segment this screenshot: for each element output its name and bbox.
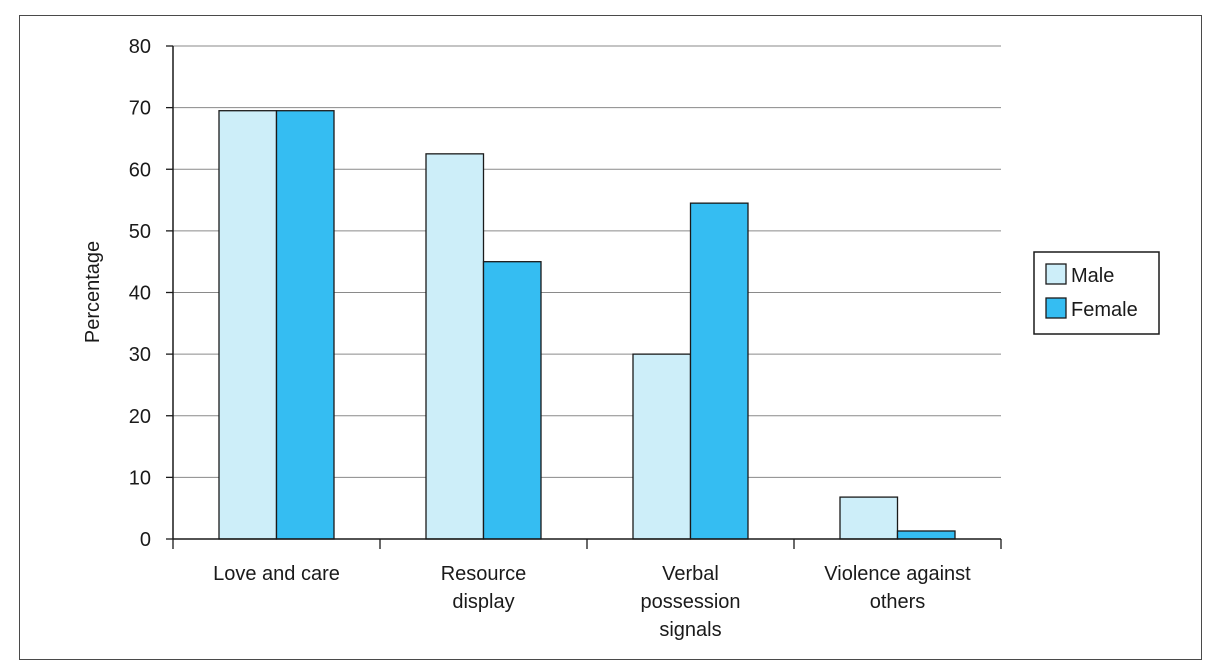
axes <box>166 45 1002 549</box>
x-category-label: Love and care <box>213 563 340 585</box>
y-tick-labels: 0 10 20 30 40 50 60 70 80 <box>129 36 151 551</box>
bar-male-0 <box>218 110 278 540</box>
x-category-label: signals <box>659 619 721 641</box>
y-tick-label: 70 <box>129 98 151 120</box>
legend-label-male: Male <box>1071 265 1114 287</box>
bars <box>218 110 956 540</box>
x-category-label: Violence against <box>824 563 971 585</box>
y-tick-label: 50 <box>129 221 151 243</box>
x-category-label: Verbal <box>662 563 719 585</box>
bar-male-1 <box>425 153 485 540</box>
bar-female-2 <box>689 202 749 540</box>
legend-swatch-female <box>1045 297 1067 319</box>
y-tick-label: 0 <box>140 529 151 551</box>
bar-female-1 <box>482 261 542 540</box>
bar-male-3 <box>839 496 899 540</box>
y-tick-label: 40 <box>129 283 151 305</box>
y-tick-label: 30 <box>129 344 151 366</box>
bar-female-0 <box>275 110 335 540</box>
legend-swatch-male <box>1045 263 1067 285</box>
bar-female-3 <box>896 530 956 540</box>
y-tick-label: 60 <box>129 159 151 181</box>
x-category-label: others <box>870 591 926 613</box>
y-tick-label: 10 <box>129 467 151 489</box>
y-tick-label: 80 <box>129 36 151 58</box>
x-category-labels: Love and care Resource display Verbal posses… <box>213 563 971 641</box>
y-axis-title: Percentage <box>82 241 104 343</box>
x-category-label: possession <box>640 591 740 613</box>
chart-frame <box>19 15 1202 660</box>
y-tick-label: 20 <box>129 406 151 428</box>
x-category-label: Resource <box>441 563 527 585</box>
legend: Male Female <box>1033 251 1160 335</box>
legend-label-female: Female <box>1071 299 1138 321</box>
x-category-label: display <box>452 591 514 613</box>
bar-male-2 <box>632 353 692 540</box>
